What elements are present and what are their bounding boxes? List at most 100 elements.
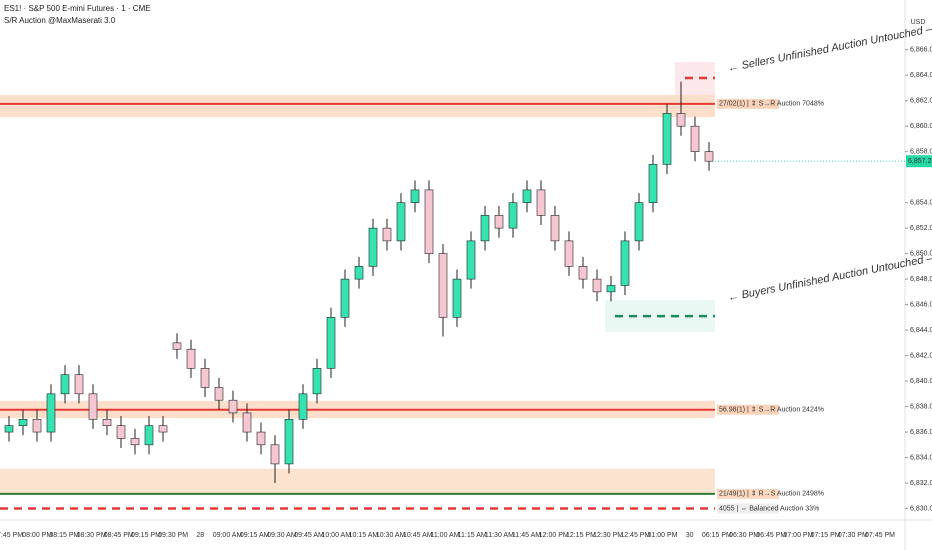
x-tick-label: 12:45 PM — [620, 532, 650, 539]
x-tick-label: 12:00 PM — [539, 532, 569, 539]
y-tick-label: 6,838.00 — [910, 403, 932, 410]
level-tag-bg — [717, 488, 779, 499]
level-tag: 27/02(1) | ⇕ S→R Auction 7048% — [717, 98, 824, 109]
x-tick-label: 12:30 PM — [593, 532, 623, 539]
candle-body — [354, 266, 364, 280]
last-price-label: 6,857.25 — [908, 158, 932, 165]
zone-box — [0, 468, 715, 494]
candle-body — [46, 393, 56, 433]
x-tick-label: 10:45 AM — [403, 532, 433, 539]
candle-body — [662, 113, 672, 165]
currency: USD — [911, 19, 926, 26]
candle-body — [508, 202, 518, 229]
candle-body — [326, 317, 336, 369]
candle-body — [88, 393, 98, 420]
y-tick-label: 6,846.00 — [910, 301, 932, 308]
chart-title: ES1! · S&P 500 E-mini Futures · 1 · CME — [4, 4, 151, 13]
x-tick-label: 09:00 AM — [213, 532, 243, 539]
candle-body — [620, 240, 630, 286]
level-label: 27/02(1) | ⇕ S→R Auction 7048% — [719, 100, 824, 108]
x-tick-label: 07:15 PM — [811, 532, 841, 539]
candle-body — [564, 240, 574, 267]
level-tag-bg — [717, 503, 779, 514]
candle-body — [480, 215, 490, 242]
candle-body — [270, 444, 280, 465]
x-tick-label: 11:30 AM — [485, 532, 514, 539]
y-tick-label: 6,832.00 — [910, 480, 932, 487]
candle-body — [200, 368, 210, 388]
candle-body — [368, 227, 378, 267]
x-tick-label: 09:30 AM — [267, 532, 297, 539]
candle-body — [18, 419, 28, 426]
candle-body — [144, 425, 154, 446]
candle-body — [704, 151, 714, 162]
level-label: 56.98(1) | ⇕ S→R Auction 2424% — [719, 406, 824, 414]
candle-body — [60, 374, 70, 395]
candle-body — [452, 278, 462, 318]
x-tick-label: 11:15 AM — [458, 532, 487, 539]
y-tick-label: 6,834.00 — [910, 454, 932, 461]
candle-body — [438, 253, 448, 318]
candle-body — [242, 412, 252, 433]
candle-body — [158, 425, 168, 433]
x-tick-label: 08:00 PM — [22, 532, 52, 539]
x-tick-label: 28 — [196, 532, 204, 539]
level-tag-bg — [717, 98, 779, 109]
last-price-tag — [906, 155, 932, 168]
x-tick-label: 11:45 AM — [512, 532, 541, 539]
candle-body — [410, 189, 420, 203]
y-tick-label: 6,864.00 — [910, 72, 932, 79]
x-tick-label: 10:15 AM — [349, 532, 379, 539]
y-tick-label: 6,842.00 — [910, 352, 932, 359]
x-tick-label: 10:00 AM — [321, 532, 351, 539]
candle-body — [424, 189, 434, 254]
candle-body — [116, 425, 126, 439]
y-tick-label: 6,854.00 — [910, 199, 932, 206]
candle-body — [228, 399, 238, 414]
x-tick-label: 09:30 PM — [158, 532, 188, 539]
candle-body — [214, 387, 224, 401]
x-tick-label: 11:00 AM — [430, 532, 459, 539]
candle-body — [536, 189, 546, 216]
x-tick-label: 08:30 PM — [77, 532, 107, 539]
candle-body — [690, 125, 700, 152]
x-tick-label: 08:45 PM — [104, 532, 134, 539]
candle-body — [340, 278, 350, 318]
x-tick-label: 09:15 PM — [131, 532, 161, 539]
x-tick-label: 08:15 PM — [49, 532, 79, 539]
x-tick-label: 06:45 PM — [756, 532, 786, 539]
y-tick-label: 6,862.00 — [910, 98, 932, 105]
level-label: 4055 | ⇔ Balanced Auction 33% — [719, 505, 819, 512]
candle-body — [312, 368, 322, 395]
candle-body — [522, 189, 532, 203]
y-tick-label: 6,830.00 — [910, 505, 932, 512]
y-tick-label: 6,866.00 — [910, 47, 932, 54]
indicator-name: S/R Auction @MaxMaserati 3.0 — [4, 16, 116, 25]
y-tick-label: 6,836.00 — [910, 429, 932, 436]
y-tick-label: 6,858.00 — [910, 149, 932, 156]
x-tick-label: 12:15 PM — [566, 532, 596, 539]
x-tick-label: 07:30 PM — [838, 532, 868, 539]
x-tick-label: 7:45 PM — [0, 532, 23, 539]
x-tick-label: 07:00 PM — [783, 532, 813, 539]
level-tag: 56.98(1) | ⇕ S→R Auction 2424% — [717, 404, 824, 415]
zone-box — [0, 94, 715, 117]
x-tick-label: 01:00 PM — [648, 532, 678, 539]
candle-body — [550, 215, 560, 242]
y-tick-label: 6,860.00 — [910, 123, 932, 130]
x-tick-label: 10:30 AM — [376, 532, 406, 539]
candle-body — [102, 419, 112, 426]
candle-body — [186, 348, 196, 369]
zone-box — [675, 61, 715, 95]
y-tick-label: 6,852.00 — [910, 225, 932, 232]
candle-body — [284, 419, 294, 465]
candle-body — [4, 425, 14, 433]
candle-body — [592, 278, 602, 293]
level-tag: 4055 | ⇔ Balanced Auction 33% — [717, 503, 819, 514]
candle-body — [382, 227, 392, 242]
y-tick-label: 6,848.00 — [910, 276, 932, 283]
candle-body — [130, 438, 140, 446]
y-tick-label: 6,840.00 — [910, 378, 932, 385]
